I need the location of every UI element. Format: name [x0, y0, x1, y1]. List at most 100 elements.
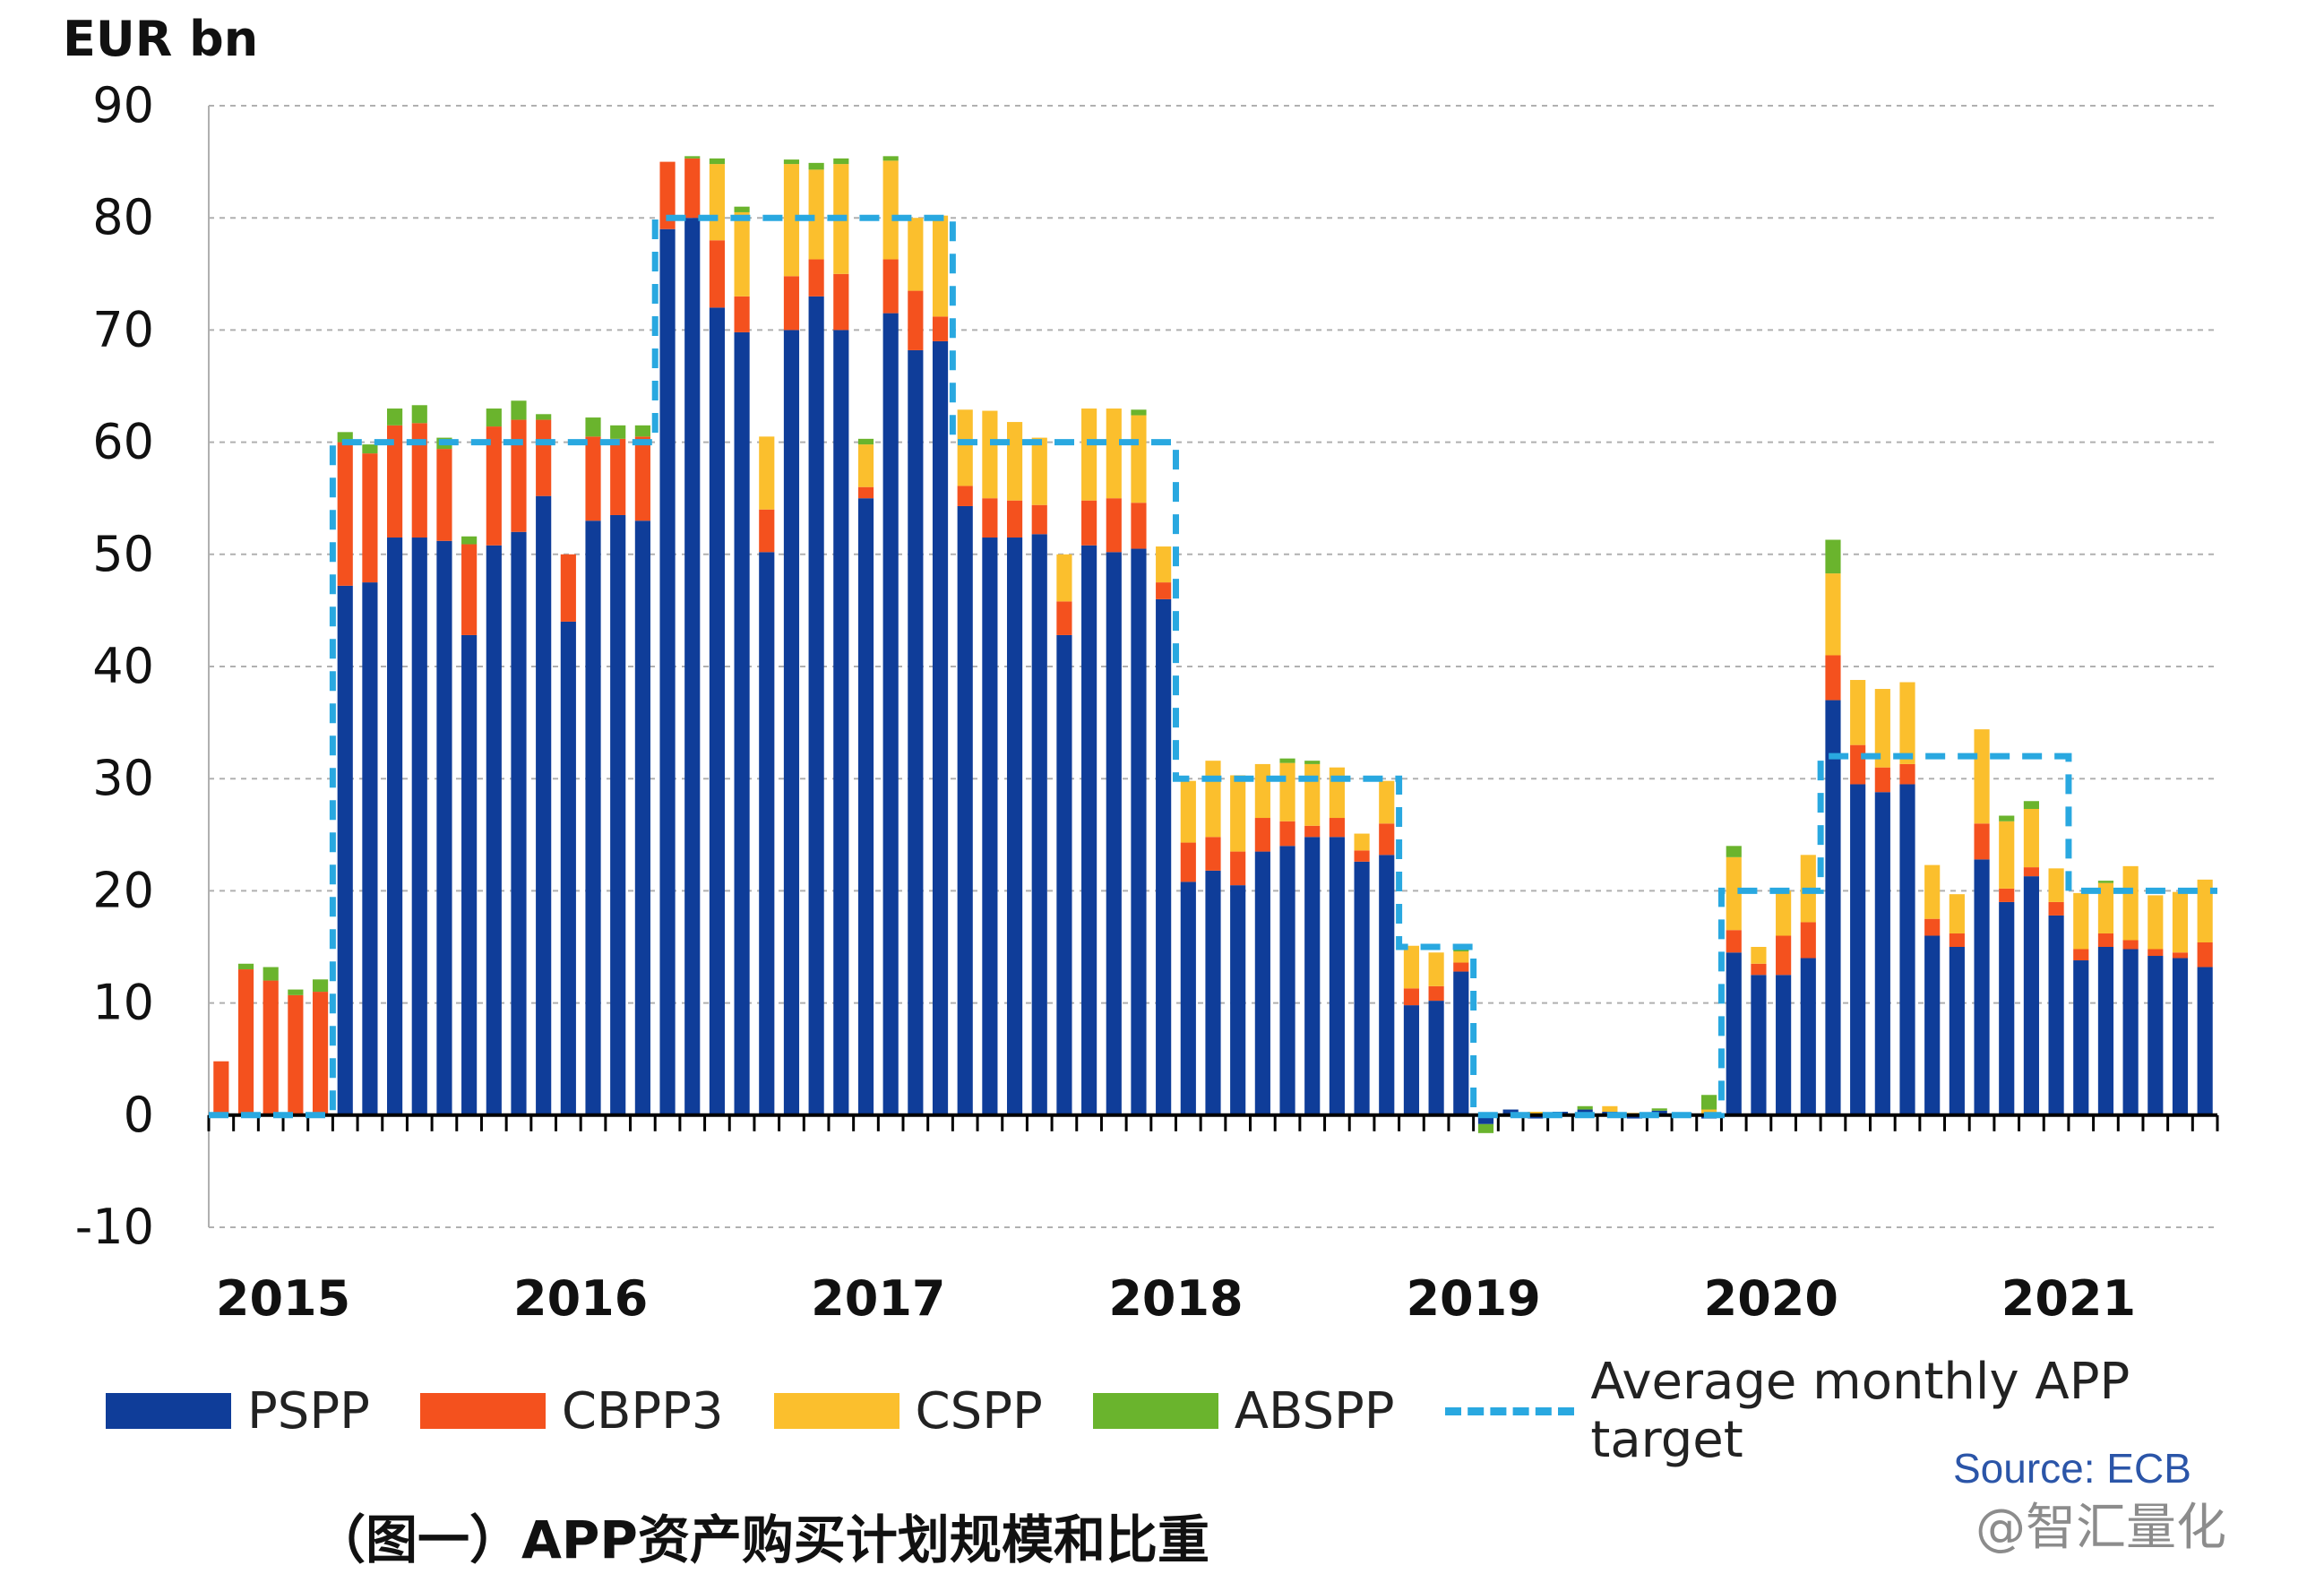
bar-segment-pspp: [1899, 784, 1915, 1115]
bar-segment-pspp: [1031, 534, 1047, 1115]
bar-segment-cspp: [2197, 879, 2213, 942]
bar-segment-cspp: [2048, 868, 2064, 902]
bar-segment-pspp: [436, 540, 452, 1115]
bar-segment-cbpp3: [1726, 930, 1742, 953]
bar-segment-pspp: [1304, 837, 1321, 1115]
bar-segment-cbpp3: [1428, 985, 1444, 1002]
bar-segment-pspp: [1974, 859, 1990, 1115]
bar-segment-cbpp3: [1106, 498, 1122, 553]
bar-segment-abspp: [337, 432, 353, 443]
bar-segment-abspp: [1477, 1123, 1494, 1133]
bar-segment-cbpp3: [908, 290, 924, 350]
bar-segment-cspp: [1056, 554, 1072, 602]
legend-label-cbpp3: CBPP3: [561, 1381, 724, 1440]
bar-segment-cspp: [1850, 680, 1866, 745]
bar-segment-cspp: [2097, 882, 2114, 933]
bar-segment-pspp: [337, 585, 353, 1115]
bar-segment-pspp: [1999, 901, 2015, 1115]
bar-segment-cspp: [1156, 546, 1172, 583]
bar-segment-cspp: [1428, 952, 1444, 986]
bar-segment-cspp: [1081, 408, 1097, 501]
bar-segment-cbpp3: [1329, 818, 1345, 838]
bar-segment-pspp: [2197, 967, 2213, 1115]
bar-segment-cbpp3: [1850, 744, 1866, 785]
bar-segment-pspp: [2073, 960, 2089, 1115]
bar-segment-cbpp3: [1974, 823, 1990, 860]
bar-segment-cspp: [2172, 891, 2189, 953]
y-tick-label: 70: [92, 301, 154, 357]
x-year-label: 2018: [1108, 1270, 1243, 1327]
bar-segment-cspp: [2122, 865, 2139, 941]
bar-segment-pspp: [734, 331, 750, 1115]
bar-segment-pspp: [486, 545, 502, 1115]
bar-segment-abspp: [312, 979, 329, 993]
y-tick-label: 90: [92, 77, 154, 133]
bar-segment-abspp: [288, 989, 304, 995]
bar-segment-pspp: [1403, 1005, 1420, 1115]
chart-legend: PSPP CBPP3 CSPP ABSPP Average monthly AP…: [106, 1353, 2324, 1469]
bar-segment-cbpp3: [362, 453, 378, 583]
bar-segment-cbpp3: [1751, 963, 1767, 976]
legend-label-cspp: CSPP: [915, 1381, 1043, 1440]
bar-segment-cspp: [1254, 763, 1270, 819]
bar-segment-abspp: [1279, 758, 1295, 763]
bar-segment-cspp: [1205, 761, 1221, 838]
bar-segment-cbpp3: [1131, 503, 1147, 549]
bar-segment-abspp: [411, 405, 427, 424]
bar-segment-cspp: [2148, 895, 2164, 950]
bar-segment-pspp: [2122, 949, 2139, 1115]
bar-segment-cspp: [1031, 437, 1047, 505]
bar-segment-pspp: [1874, 792, 1890, 1115]
bar-segment-cbpp3: [2097, 933, 2114, 947]
bar-segment-abspp: [783, 159, 800, 165]
y-tick-label: 50: [92, 526, 154, 582]
bar-segment-pspp: [362, 582, 378, 1115]
bar-segment-cbpp3: [486, 426, 502, 546]
bar-segment-cspp: [1403, 945, 1420, 989]
bar-segment-pspp: [1156, 598, 1172, 1115]
legend-item-pspp: PSPP: [106, 1382, 370, 1440]
bar-segment-abspp: [237, 963, 254, 970]
bar-segment-cbpp3: [2197, 942, 2213, 968]
bar-segment-cbpp3: [1999, 888, 2015, 902]
bar-segment-pspp: [1056, 634, 1072, 1115]
bar-segment-pspp: [1131, 548, 1147, 1115]
bar-segment-cbpp3: [709, 240, 726, 308]
figure-caption: （图一）APP资产购买计划规模和比重: [314, 1509, 1209, 1570]
bar-segment-pspp: [1850, 784, 1866, 1115]
bar-segment-pspp: [857, 498, 874, 1115]
bar-segment-cbpp3: [734, 296, 750, 332]
bar-segment-cbpp3: [2148, 949, 2164, 957]
bar-segment-cbpp3: [833, 273, 849, 331]
bar-segment-pspp: [1949, 947, 1965, 1115]
bar-segment-cspp: [1354, 833, 1370, 851]
bar-segment-cbpp3: [1899, 763, 1915, 785]
bar-segment-cspp: [1825, 573, 1841, 656]
legend-swatch-cbpp3: [419, 1393, 546, 1429]
bar-segment-pspp: [536, 495, 552, 1115]
x-year-label: 2015: [216, 1270, 350, 1327]
bar-segment-abspp: [536, 414, 552, 420]
bar-segment-cspp: [734, 211, 750, 297]
y-tick-label: 0: [124, 1087, 154, 1143]
bar-segment-abspp: [882, 156, 899, 161]
y-tick-label: 60: [92, 414, 154, 470]
legend-label-target: Average monthly APP target: [1590, 1353, 2130, 1469]
bar-segment-abspp: [1577, 1105, 1593, 1110]
bar-segment-abspp: [1700, 1095, 1717, 1110]
bar-segment-cspp: [1899, 682, 1915, 764]
bar-segment-abspp: [1304, 761, 1321, 764]
bar-segment-abspp: [362, 444, 378, 454]
bar-segment-cbpp3: [1403, 988, 1420, 1006]
legend-item-abspp: ABSPP: [1092, 1382, 1395, 1440]
bar-segment-cspp: [1776, 890, 1792, 936]
bar-segment-cbpp3: [1205, 837, 1221, 871]
bar-segment-cspp: [759, 436, 775, 510]
bar-segment-abspp: [610, 425, 626, 439]
bar-segment-cbpp3: [511, 419, 527, 532]
legend-swatch-cspp: [773, 1393, 899, 1429]
bar-segment-cspp: [1379, 780, 1395, 824]
bar-segment-cbpp3: [337, 442, 353, 586]
bar-segment-abspp: [684, 156, 701, 159]
bar-segment-abspp: [634, 425, 650, 437]
